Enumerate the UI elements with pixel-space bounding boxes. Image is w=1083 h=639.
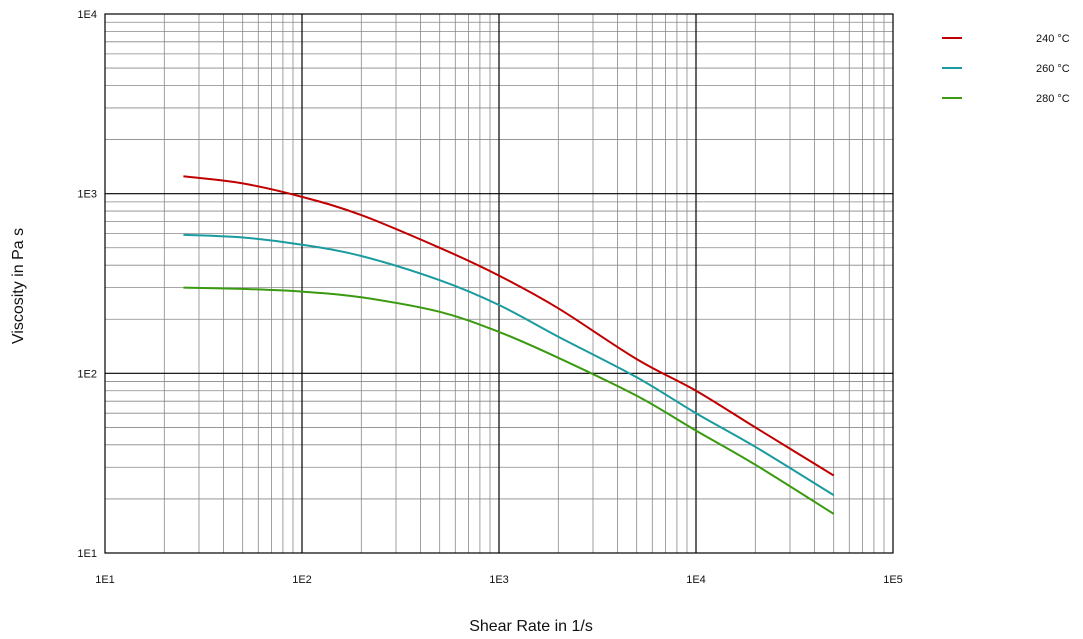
series-line-1	[183, 175, 835, 477]
x-tick-labels: 1E1 1E2 1E3 1E4 1E5	[95, 574, 903, 586]
series-line-3	[183, 286, 835, 515]
x-tick-label: 1E4	[686, 574, 706, 586]
legend: 240 °C 260 °C 280 °C	[942, 33, 1070, 105]
grid-major	[105, 14, 893, 553]
legend-label: 260 °C	[1036, 63, 1070, 75]
x-tick-label: 1E1	[95, 574, 115, 586]
x-axis-title: Shear Rate in 1/s	[469, 618, 593, 635]
x-tick-label: 1E3	[489, 574, 509, 586]
y-tick-labels: 1E1 1E2 1E3 1E4	[77, 9, 97, 560]
y-tick-label: 1E1	[77, 548, 97, 560]
series-line-2	[183, 233, 835, 496]
y-axis-title: Viscosity in Pa s	[10, 228, 27, 344]
x-tick-label: 1E5	[883, 574, 903, 586]
x-tick-label: 1E2	[292, 574, 312, 586]
legend-label: 280 °C	[1036, 93, 1070, 105]
y-tick-label: 1E4	[77, 9, 97, 21]
y-tick-label: 1E3	[77, 189, 97, 201]
series-lines	[183, 175, 835, 515]
y-tick-label: 1E2	[77, 368, 97, 380]
plot-frame	[104, 13, 894, 554]
legend-label: 240 °C	[1036, 33, 1070, 45]
